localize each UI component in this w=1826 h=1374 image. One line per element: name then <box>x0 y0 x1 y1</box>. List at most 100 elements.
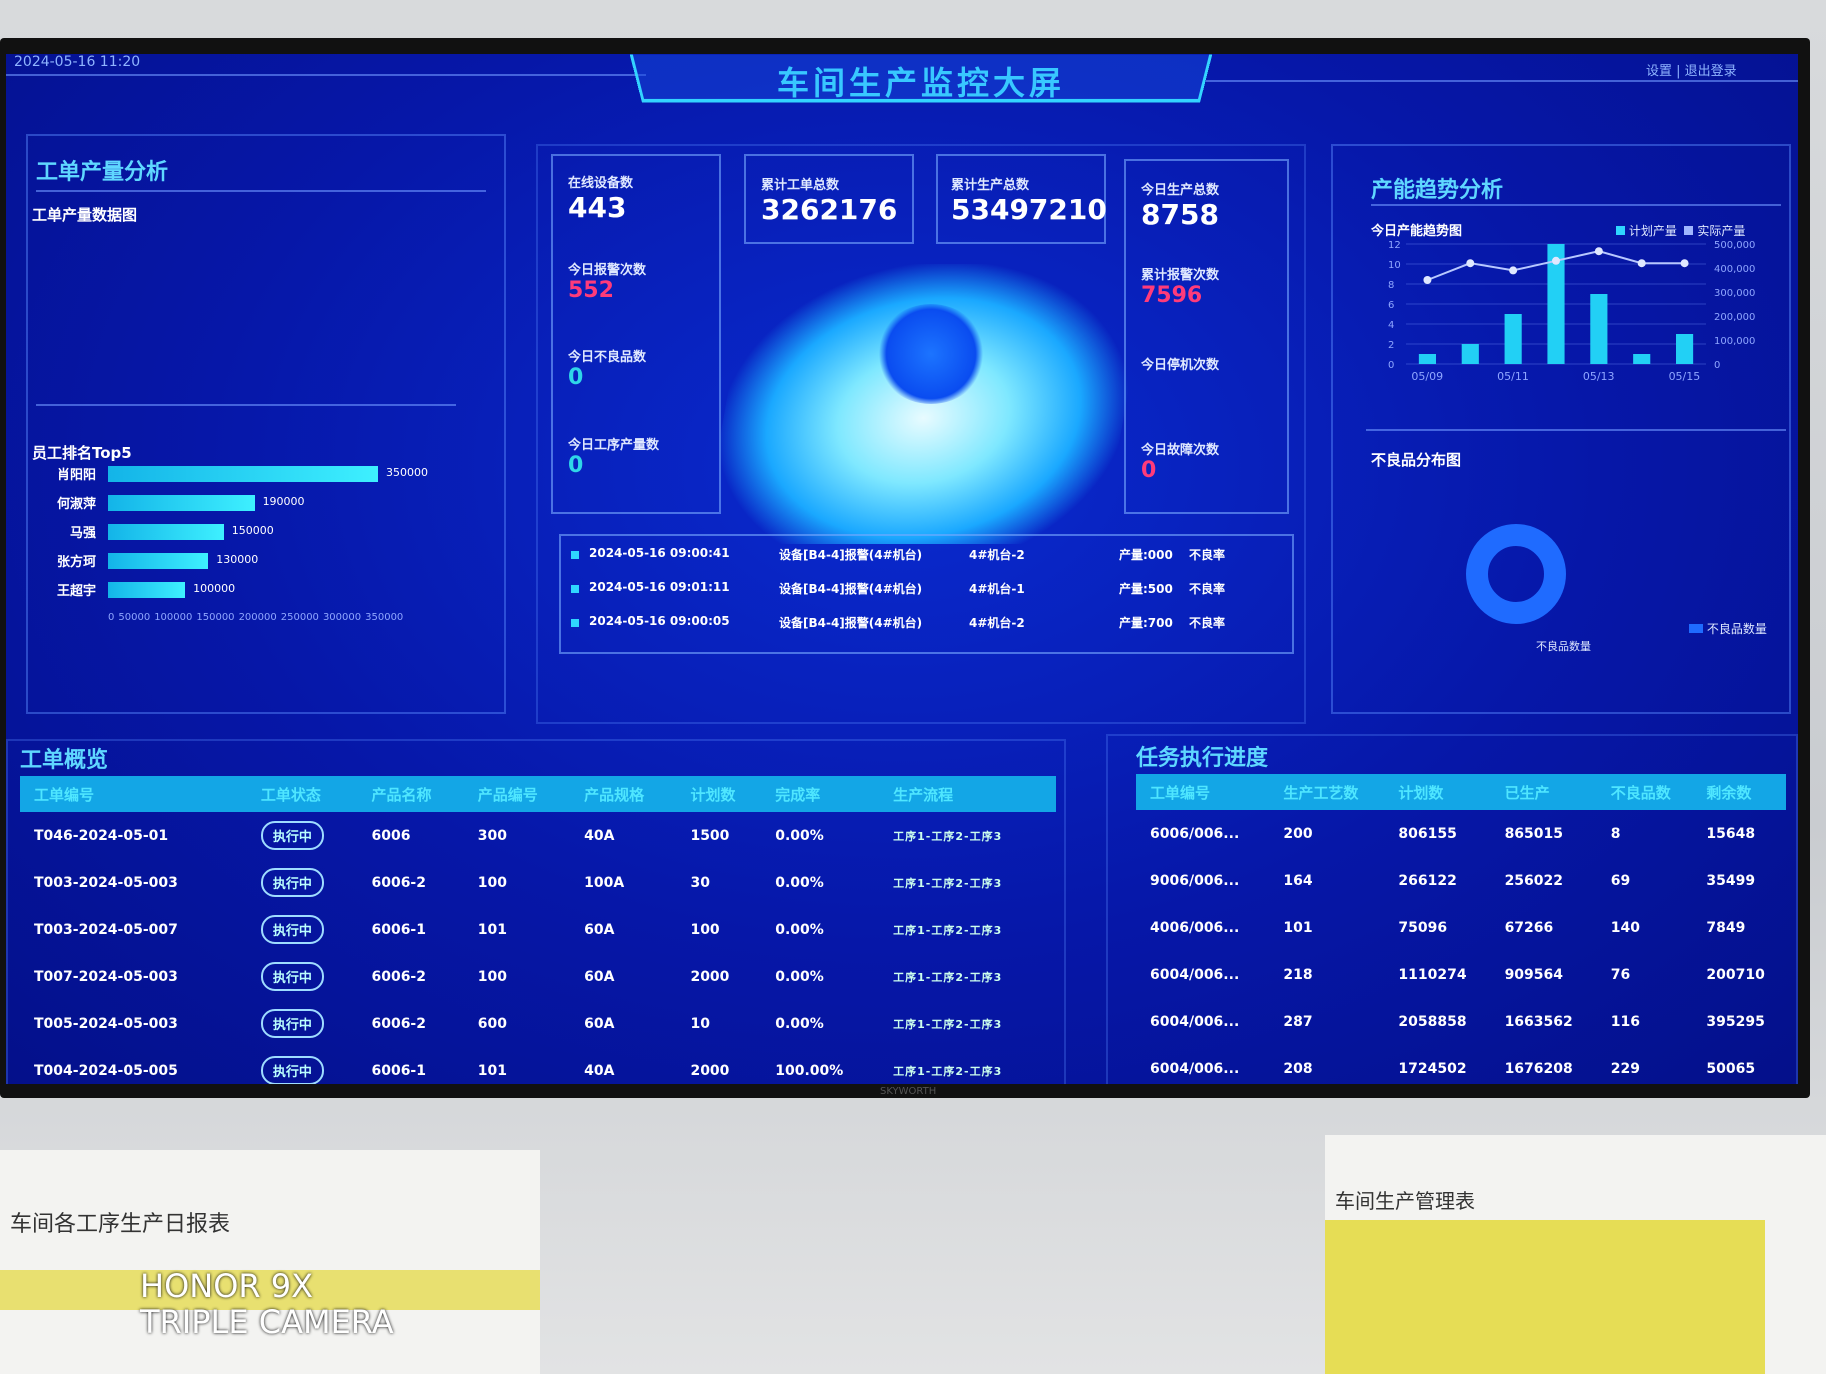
legend-swatch-bar <box>1616 226 1625 235</box>
event-row[interactable]: 2024-05-16 09:00:05 设备[B4-4]报警(4#机台) 4#机台-… <box>571 614 1291 634</box>
event-list <box>559 534 1294 654</box>
column-header[interactable]: 产品名称 <box>357 776 464 812</box>
table-cell: 287 <box>1283 1013 1313 1030</box>
x-axis-tick: 05/15 <box>1669 370 1701 383</box>
axis-tick-label: 50000 <box>118 612 151 623</box>
kpi-value: 0 <box>1141 458 1157 483</box>
kpi-card <box>744 154 914 244</box>
table-cell: 1110274 <box>1398 966 1467 983</box>
kpi-item: 今日故障次数 0 <box>1141 439 1219 483</box>
kpi-value: 8758 <box>1141 198 1219 231</box>
x-axis-tick: 05/09 <box>1411 370 1443 383</box>
left-axis-tick: 4 <box>1388 320 1394 331</box>
status-badge: 执行中 <box>260 1056 324 1084</box>
table-row[interactable]: 9006/006... 164 266122 256022 69 35499 <box>1136 857 1786 904</box>
table-cell: 101 <box>1283 919 1313 936</box>
table-cell: 执行中 <box>247 859 358 906</box>
panel-title: 任务执行进度 <box>1136 746 1269 771</box>
column-header[interactable]: 工单编号 <box>1136 774 1270 810</box>
table-row[interactable]: 6004/006... 208 1724502 1676208 229 50065 <box>1136 1045 1786 1084</box>
kpi-item: 今日工序产量数 0 <box>568 434 659 478</box>
employee-rank-chart: 肖阳阳 350000 何淑萍 190000 马强 150000 张方珂 130000 王超宇 10… <box>26 464 466 624</box>
legend-label: 实际产量 <box>1697 224 1746 238</box>
column-header[interactable]: 产品编号 <box>463 776 571 812</box>
column-header[interactable]: 剩余数 <box>1692 774 1786 810</box>
column-header[interactable]: 工单状态 <box>246 776 358 812</box>
process-flow: 工序1-工序2-工序3 <box>893 923 1003 937</box>
left-axis-tick: 8 <box>1388 280 1394 291</box>
event-cell: 不良率 <box>1189 616 1226 630</box>
status-badge: 执行中 <box>260 868 324 897</box>
table-row[interactable]: 4006/006... 101 75096 67266 140 7849 <box>1136 904 1786 951</box>
right-axis-tick: 400,000 <box>1714 264 1755 275</box>
table-row[interactable]: T003-2024-05-003 执行中 6006-2 100 100A 30 0.00% 工… <box>20 859 1056 906</box>
table-cell: 100A <box>584 874 625 891</box>
legend-swatch-line <box>1684 226 1694 235</box>
table-cell: 6006-1 <box>371 1062 426 1079</box>
table-cell: 101 <box>477 921 508 938</box>
kpi-item: 累计工单总数 3262176 <box>761 174 897 226</box>
event-row[interactable]: 2024-05-16 09:00:41 设备[B4-4]报警(4#机台) 4#机台-… <box>571 546 1291 566</box>
column-header[interactable]: 计划数 <box>676 776 762 812</box>
column-header[interactable]: 生产流程 <box>879 776 1056 812</box>
kpi-value: 443 <box>568 191 627 224</box>
table-row[interactable]: 6004/006... 218 1110274 909564 76 200710 <box>1136 951 1786 998</box>
chart-title: 今日产能趋势图 <box>1371 224 1463 239</box>
column-header[interactable]: 工单编号 <box>20 776 247 812</box>
table-cell: 200710 <box>1706 966 1765 983</box>
table-row[interactable]: 6004/006... 287 2058858 1663562 116 395295 <box>1136 998 1786 1045</box>
kpi-value: 53497210 <box>951 193 1107 226</box>
column-header[interactable]: 生产工艺数 <box>1269 774 1385 810</box>
table-row[interactable]: T046-2024-05-01 执行中 6006 300 40A 1500 0.00% 工序1… <box>20 812 1056 859</box>
right-axis-tick: 0 <box>1714 360 1720 371</box>
event-cell: 4#机台-2 <box>969 616 1025 630</box>
table-cell: 0.00% <box>775 1015 824 1032</box>
table-cell: 4006/006... <box>1150 919 1240 936</box>
kpi-item: 今日生产总数 8758 <box>1141 179 1219 231</box>
left-axis-tick: 0 <box>1388 360 1394 371</box>
column-header[interactable]: 产品规格 <box>570 776 677 812</box>
column-header[interactable]: 计划数 <box>1384 774 1491 810</box>
table-row[interactable]: T005-2024-05-003 执行中 6006-2 600 60A 10 0.00% 工序… <box>20 1000 1056 1047</box>
table-cell: 0.00% <box>775 874 824 891</box>
event-cell: 产量:700 <box>1119 616 1173 630</box>
table-row[interactable]: T007-2024-05-003 执行中 6006-2 100 60A 2000 0.00%… <box>20 953 1056 1000</box>
chart-title: 工单产量数据图 <box>32 206 138 224</box>
table-cell: 工序1-工序2-工序3 <box>879 812 1056 859</box>
table-row[interactable]: T004-2024-05-005 执行中 6006-1 101 40A 2000 100.0… <box>20 1047 1056 1084</box>
table-cell: 1500 <box>690 827 730 844</box>
event-row[interactable]: 2024-05-16 09:01:11 设备[B4-4]报警(4#机台) 4#机台-… <box>571 580 1291 600</box>
status-badge: 执行中 <box>260 962 324 991</box>
table-cell: 2058858 <box>1398 1013 1467 1030</box>
table-cell: T003-2024-05-003 <box>34 874 178 891</box>
watermark-line: HONOR 9X <box>140 1267 314 1305</box>
divider <box>36 190 486 192</box>
column-header[interactable]: 不良品数 <box>1596 774 1693 810</box>
kpi-value: 0 <box>568 365 584 390</box>
divider <box>1371 204 1781 206</box>
table-cell: T005-2024-05-003 <box>34 1015 178 1032</box>
rank-title: 员工排名Top5 <box>32 444 132 462</box>
rank-bar <box>108 495 255 511</box>
wall-notice-left: 车间各工序生产日报表 <box>0 1150 540 1374</box>
orders-table: 工单编号 工单状态 产品名称 产品编号 产品规格 计划数 完成率 生产流程 T046-2024-… <box>20 776 1056 1084</box>
table-cell: 300 <box>477 827 508 844</box>
column-header[interactable]: 已生产 <box>1490 774 1597 810</box>
tv-brand-logo: SKYWORTH <box>880 1086 937 1097</box>
table-cell: 工序1-工序2-工序3 <box>879 1000 1056 1047</box>
divider <box>6 74 646 76</box>
status-badge: 执行中 <box>260 915 324 944</box>
table-cell: 0.00% <box>775 921 824 938</box>
header-actions[interactable]: 设置 | 退出登录 <box>1646 64 1737 79</box>
kpi-label: 在线设备数 <box>568 176 634 191</box>
table-cell: 执行中 <box>247 812 358 859</box>
left-axis-tick: 12 <box>1388 240 1401 251</box>
column-header[interactable]: 完成率 <box>761 776 880 812</box>
chart-legend: 计划产量 实际产量 <box>1616 222 1745 239</box>
table-row[interactable]: 6006/006... 200 806155 865015 8 15648 <box>1136 810 1786 857</box>
tv-monitor: 2024-05-16 11:20 车间生产监控大屏 设置 | 退出登录 工单产量… <box>0 38 1810 1098</box>
legend-label: 不良品数量 <box>1706 622 1767 636</box>
table-cell: 60A <box>584 1015 615 1032</box>
bar-mark <box>1633 354 1651 364</box>
table-row[interactable]: T003-2024-05-007 执行中 6006-1 101 60A 100 0.00% 工… <box>20 906 1056 953</box>
